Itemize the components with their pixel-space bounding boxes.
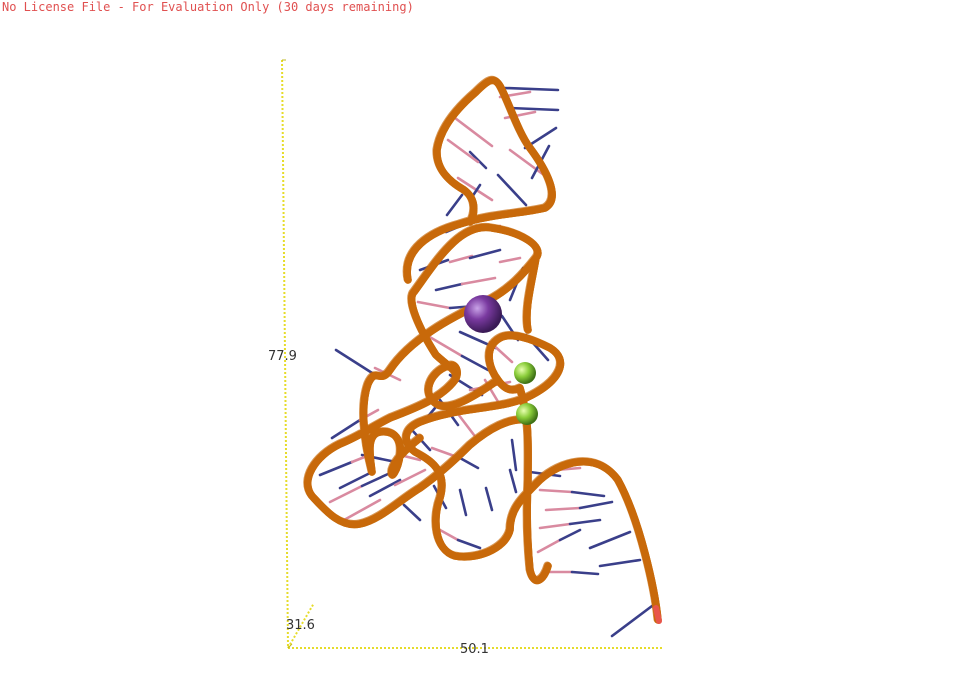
x-axis-label: 50.1 — [460, 642, 489, 657]
axis-tick-marks — [282, 59, 293, 649]
z-axis-label: 31.6 — [286, 618, 315, 633]
z-axis — [287, 602, 315, 649]
ion-small-green-2[interactable] — [516, 403, 538, 425]
ion-small-green-1[interactable] — [514, 362, 536, 384]
terminus-marker — [653, 605, 662, 624]
y-axis-label: 77.9 — [268, 349, 297, 364]
ion-large-purple[interactable] — [464, 295, 502, 333]
axis-group — [281, 59, 662, 649]
backbone-ribbon — [307, 80, 662, 624]
license-banner: No License File - For Evaluation Only (3… — [2, 0, 414, 14]
